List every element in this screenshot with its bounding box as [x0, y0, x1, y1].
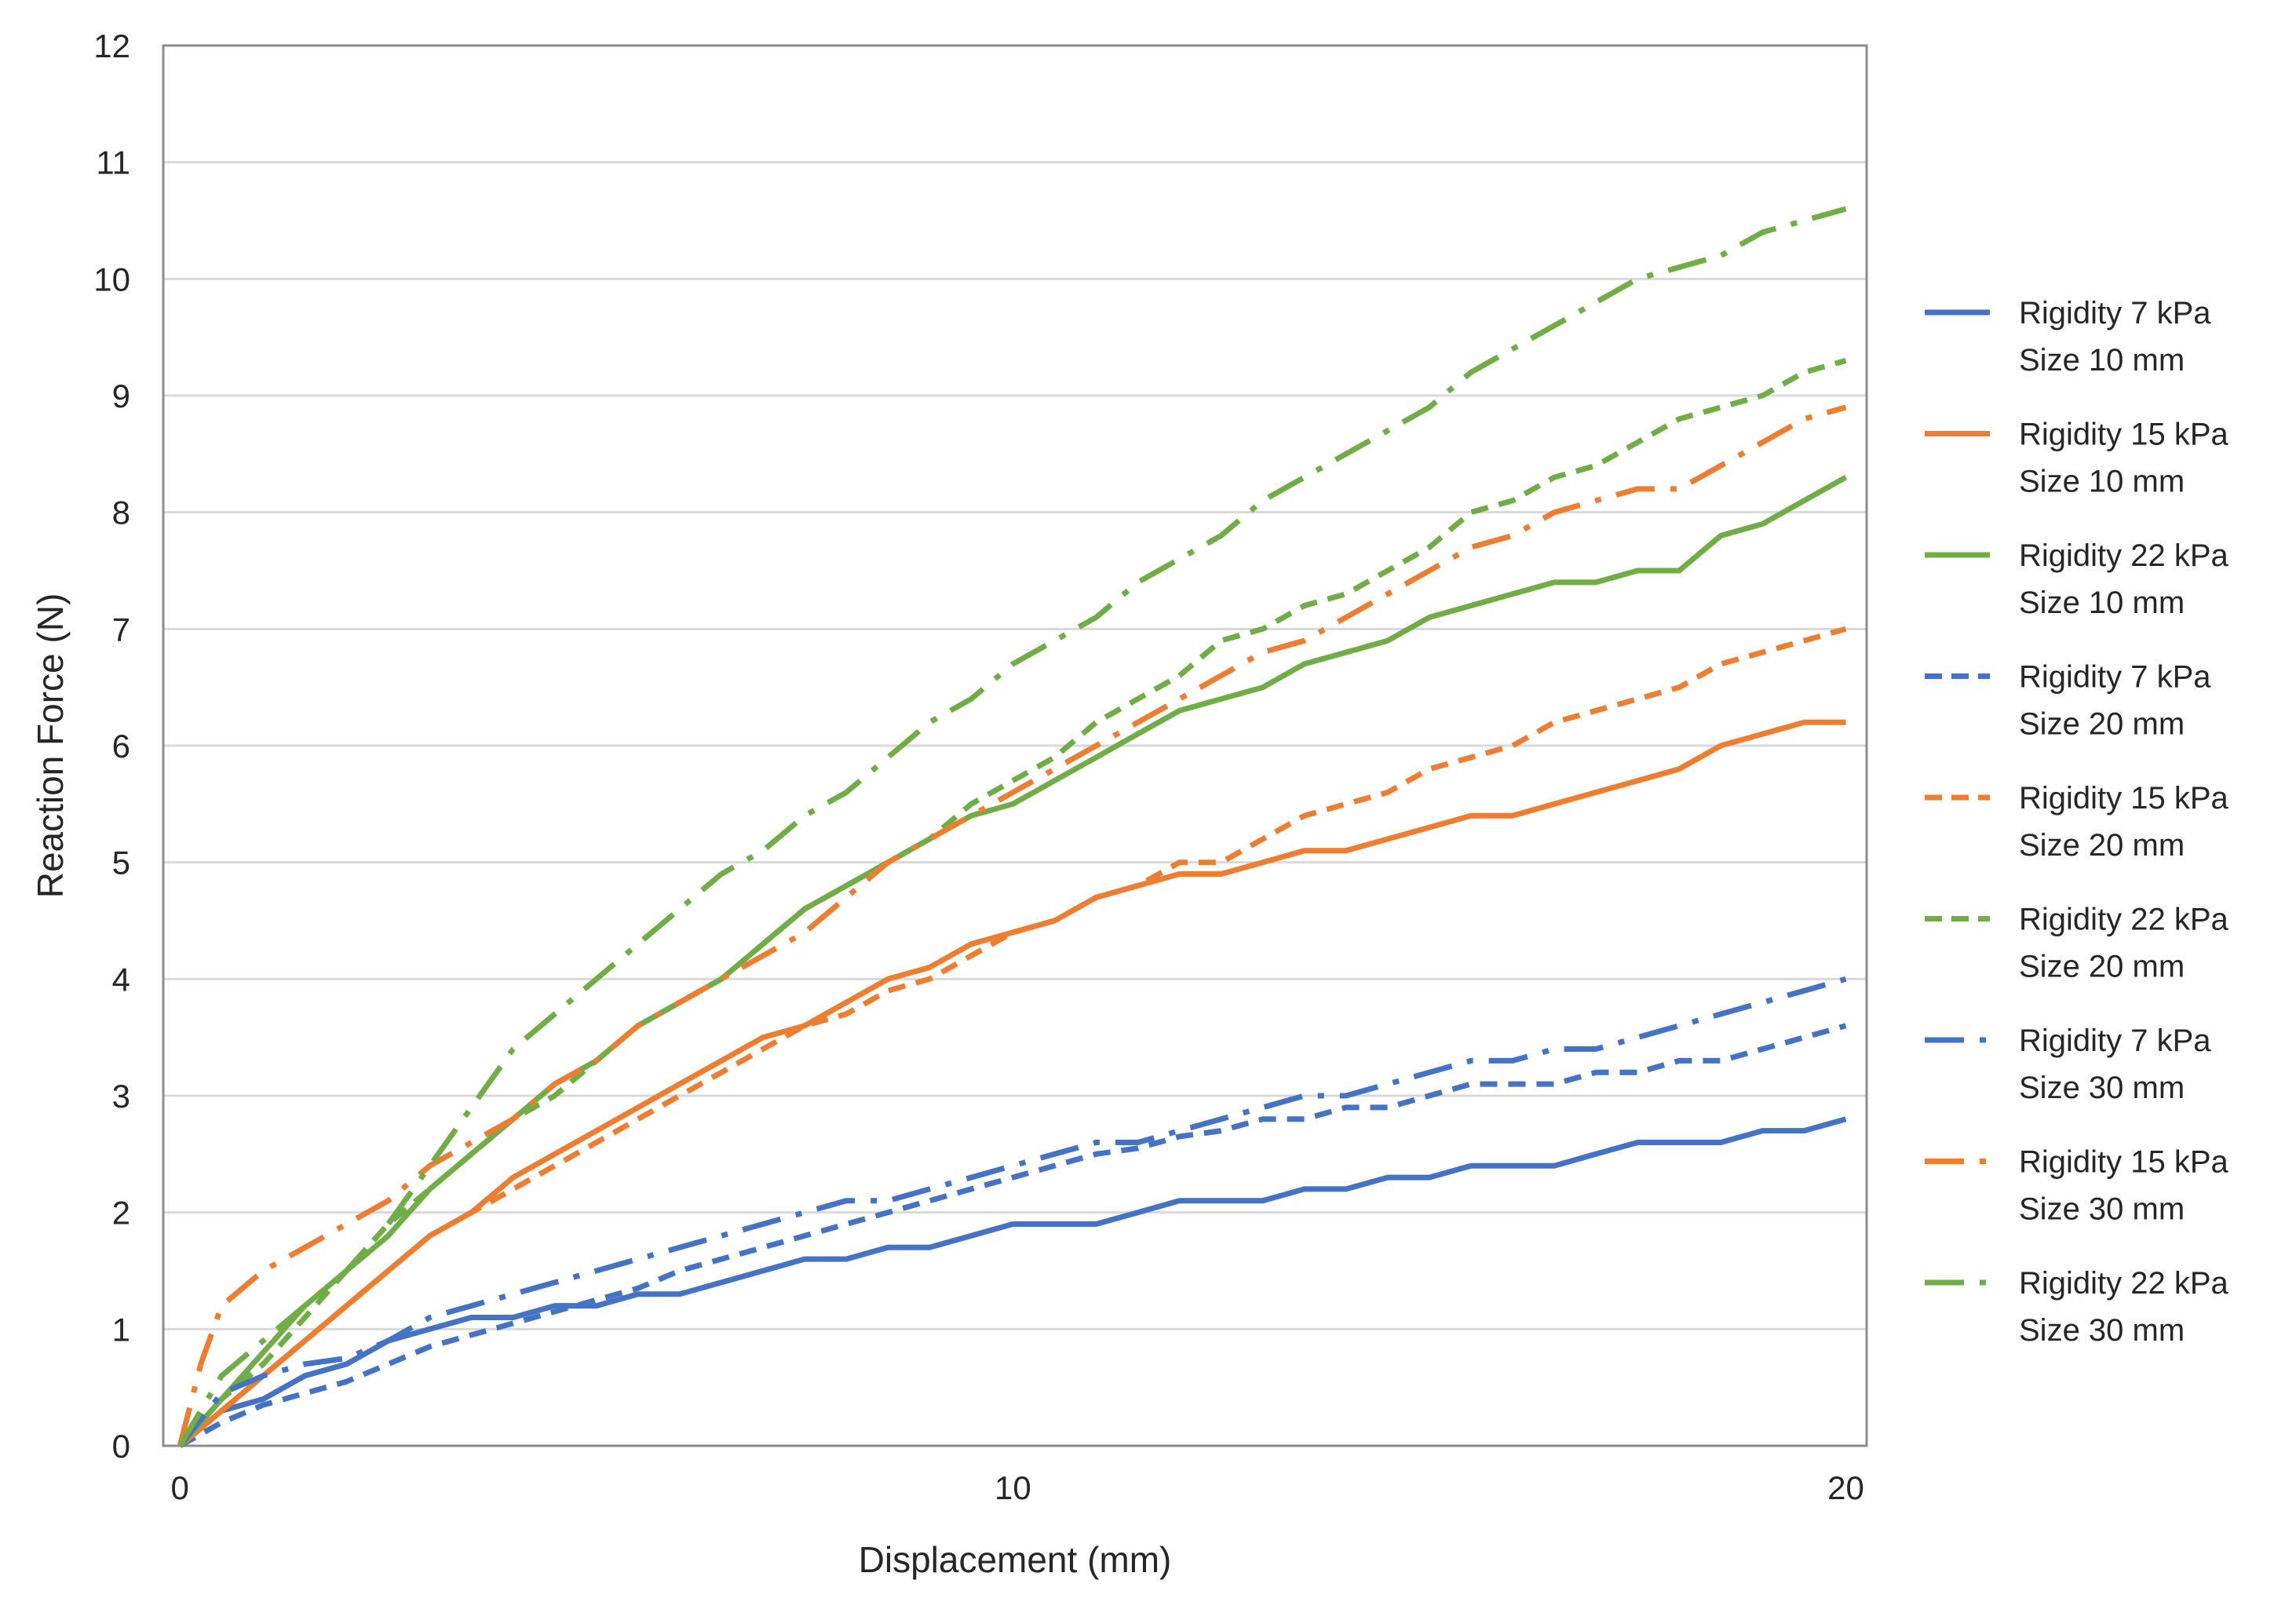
series-layer — [177, 206, 1848, 1449]
legend-label: Rigidity 22 kPa — [2019, 903, 2229, 937]
series-line — [177, 358, 1847, 1448]
legend-label: Size 10 mm — [2019, 465, 2185, 499]
x-axis-ticks: 0 10 20 — [171, 1469, 1864, 1506]
y-tick-label: 7 — [112, 611, 130, 648]
y-tick-label: 9 — [112, 378, 130, 414]
x-tick-label: 10 — [995, 1469, 1031, 1506]
legend-label: Rigidity 7 kPa — [2019, 660, 2211, 695]
y-tick-label: 10 — [93, 261, 130, 297]
series-line — [178, 1023, 1847, 1449]
y-tick-label: 1 — [112, 1311, 130, 1348]
legend-label: Rigidity 22 kPa — [2019, 538, 2229, 573]
legend: Rigidity 7 kPa Size 10 mm Rigidity 15 kPa S… — [1925, 296, 2229, 1348]
y-tick-label: 2 — [112, 1195, 130, 1232]
legend-label: Size 30 mm — [2019, 1071, 2185, 1105]
y-tick-label: 3 — [112, 1078, 130, 1115]
y-tick-label: 12 — [93, 27, 130, 64]
x-tick-label: 0 — [171, 1469, 189, 1506]
y-tick-label: 8 — [112, 494, 130, 531]
series-line — [177, 404, 1847, 1447]
series-line — [177, 719, 1846, 1448]
legend-label: Size 30 mm — [2019, 1313, 2185, 1348]
series-line — [177, 1116, 1847, 1448]
x-axis-title: Displacement (mm) — [859, 1539, 1172, 1580]
series-line — [177, 206, 1847, 1447]
y-axis-title: Reaction Force (N) — [30, 593, 71, 899]
legend-label: Rigidity 15 kPa — [2019, 418, 2229, 452]
y-tick-label: 0 — [112, 1428, 130, 1465]
y-tick-label: 4 — [112, 961, 130, 998]
series-line — [177, 976, 1847, 1448]
legend-label: Size 30 mm — [2019, 1192, 2185, 1227]
legend-label: Size 10 mm — [2019, 343, 2185, 378]
legend-label: Size 20 mm — [2019, 828, 2185, 863]
y-tick-label: 6 — [112, 728, 130, 765]
series-line — [177, 626, 1847, 1448]
series-line — [177, 475, 1848, 1448]
y-tick-label: 5 — [112, 845, 130, 881]
y-tick-label: 11 — [96, 144, 130, 181]
legend-label: Rigidity 7 kPa — [2019, 296, 2211, 330]
legend-label: Rigidity 22 kPa — [2019, 1266, 2229, 1301]
legend-label: Rigidity 15 kPa — [2019, 781, 2229, 816]
legend-label: Size 10 mm — [2019, 586, 2185, 620]
legend-label: Rigidity 7 kPa — [2019, 1024, 2211, 1058]
legend-label: Size 20 mm — [2019, 707, 2185, 742]
x-tick-label: 20 — [1827, 1469, 1864, 1506]
legend-label: Rigidity 15 kPa — [2019, 1145, 2229, 1180]
plot-area-frame — [162, 44, 1868, 1447]
legend-label: Size 20 mm — [2019, 950, 2185, 984]
